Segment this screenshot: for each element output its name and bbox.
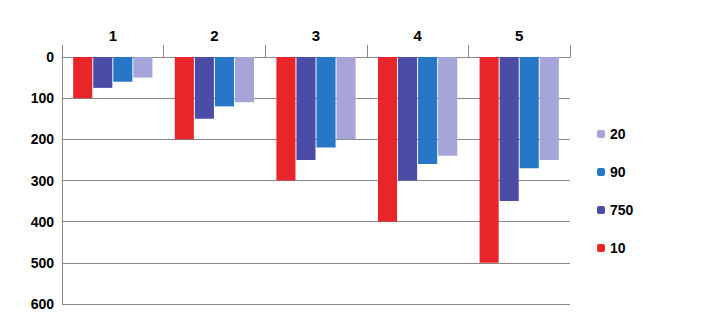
svg-text:100: 100 bbox=[31, 90, 55, 106]
svg-text:3: 3 bbox=[312, 27, 320, 44]
svg-text:1: 1 bbox=[109, 27, 117, 44]
svg-text:600: 600 bbox=[31, 296, 55, 312]
svg-text:90: 90 bbox=[610, 164, 626, 180]
svg-text:300: 300 bbox=[31, 173, 55, 189]
svg-text:750: 750 bbox=[610, 202, 634, 218]
svg-text:4: 4 bbox=[413, 27, 422, 44]
svg-text:10: 10 bbox=[610, 240, 626, 256]
svg-text:2: 2 bbox=[210, 27, 218, 44]
svg-text:20: 20 bbox=[610, 126, 626, 142]
svg-text:400: 400 bbox=[31, 214, 55, 230]
svg-text:500: 500 bbox=[31, 255, 55, 271]
svg-text:200: 200 bbox=[31, 131, 55, 147]
svg-text:0: 0 bbox=[46, 49, 54, 65]
svg-text:5: 5 bbox=[515, 27, 523, 44]
